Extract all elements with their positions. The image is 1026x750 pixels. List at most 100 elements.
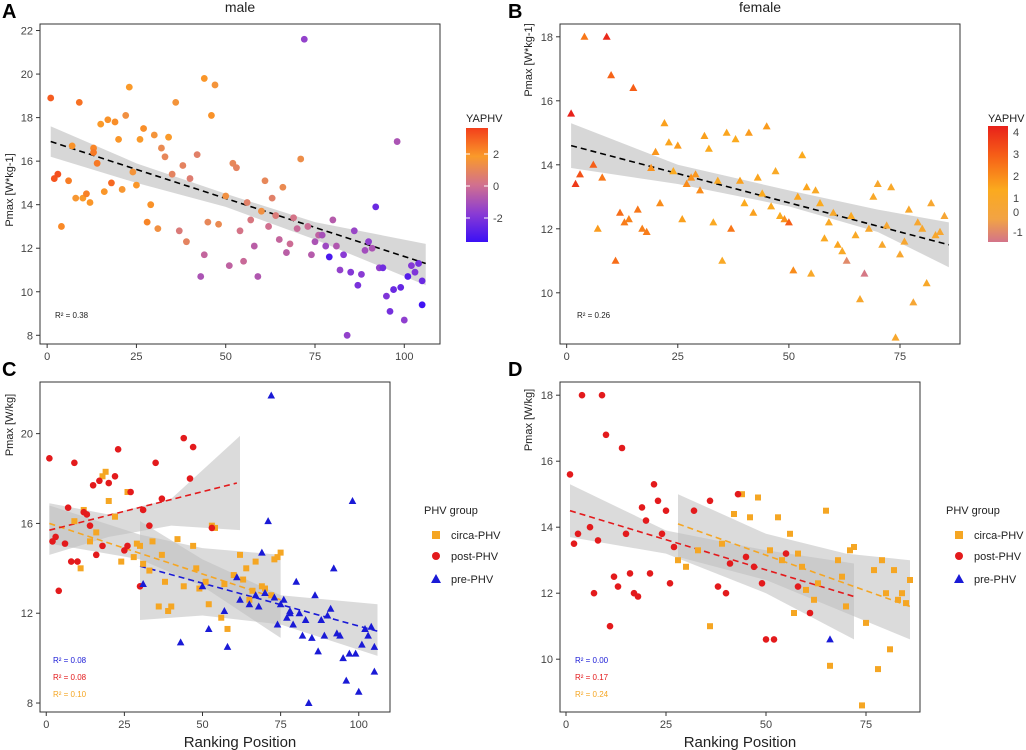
data-point-pre	[258, 548, 266, 556]
legend-key-post	[432, 552, 440, 560]
data-point-circa	[695, 547, 701, 554]
data-point-post	[111, 472, 119, 480]
data-point-post	[666, 580, 674, 587]
panel-b: B female Pmax [W*kg-1] 0 25 50 75 101214161…	[508, 0, 1025, 363]
data-point-post	[734, 490, 742, 498]
data-point	[873, 179, 882, 187]
data-point	[108, 179, 115, 187]
data-point-post	[654, 497, 662, 505]
data-point-post	[64, 504, 72, 512]
data-point-post	[602, 431, 610, 439]
data-point	[300, 35, 308, 43]
data-point	[72, 194, 80, 202]
data-point	[97, 120, 105, 128]
x-tick-label: 0	[43, 719, 49, 731]
legend: PHV group circa-PHV post-PHV pre-PHV	[424, 505, 501, 586]
y-tick-label: 20	[21, 429, 33, 441]
data-point	[598, 173, 607, 181]
data-point	[647, 163, 656, 171]
y-tick-label: 12	[21, 243, 33, 255]
data-point	[824, 218, 833, 226]
data-point-circa	[907, 577, 913, 583]
colorbar-tick: 2	[1013, 171, 1019, 183]
data-point	[736, 176, 744, 184]
data-point-pre	[320, 631, 329, 639]
data-point	[168, 170, 176, 178]
data-point	[789, 266, 798, 274]
colorbar-tick: 1	[1013, 193, 1019, 205]
data-point	[829, 208, 838, 216]
data-point	[197, 273, 205, 280]
data-point-pre	[295, 609, 304, 617]
data-point-circa	[719, 540, 725, 547]
data-point-post	[658, 530, 666, 538]
data-point-post	[127, 488, 134, 496]
data-point-circa	[202, 578, 209, 585]
data-point	[272, 212, 280, 219]
data-point-post	[46, 455, 53, 462]
data-point-pre	[286, 609, 294, 617]
plot-border	[39, 381, 391, 713]
data-point	[250, 242, 258, 250]
data-point-circa	[221, 581, 228, 588]
data-point-post	[578, 391, 586, 399]
colorbar-tick: -1	[1013, 227, 1023, 239]
x-tick-label: 50	[760, 719, 772, 731]
data-point	[887, 183, 896, 191]
data-point	[372, 203, 380, 211]
data-point	[147, 201, 155, 209]
data-point	[158, 144, 165, 152]
data-point	[607, 71, 616, 79]
data-point	[687, 173, 696, 181]
x-tick-label: 25	[660, 719, 672, 731]
data-point-pre	[345, 649, 354, 657]
data-point	[838, 247, 847, 255]
data-point-circa	[243, 565, 250, 572]
r2-label: R² = 0.17	[575, 673, 609, 682]
y-tick-label: 12	[541, 588, 553, 600]
confidence-ribbon	[50, 126, 426, 286]
data-point-circa	[875, 666, 881, 673]
colorbar-tick: 3	[1013, 149, 1019, 161]
data-point-pre	[223, 642, 232, 650]
x-tick-label: 75	[275, 719, 287, 731]
data-point-circa	[112, 513, 118, 520]
data-point	[589, 160, 598, 168]
data-point-circa	[851, 544, 857, 550]
data-point	[304, 223, 312, 230]
data-point	[361, 246, 369, 254]
data-point-circa	[252, 558, 259, 565]
data-point-pre	[370, 642, 379, 650]
data-point-pre	[361, 624, 369, 632]
data-point-circa	[767, 547, 773, 554]
legend-key-circa	[432, 531, 440, 539]
legend-label: post-PHV	[974, 551, 1022, 563]
data-point	[922, 279, 931, 287]
data-point-circa	[739, 491, 745, 498]
data-point	[651, 147, 660, 155]
data-point-pre	[348, 496, 357, 504]
data-point-circa	[747, 514, 753, 521]
data-point	[869, 192, 878, 200]
data-point-pre	[323, 611, 332, 619]
data-point-post	[180, 434, 188, 442]
data-point	[236, 227, 244, 235]
data-point-pre	[301, 615, 310, 623]
data-point-circa	[193, 565, 200, 572]
data-point-circa	[77, 565, 84, 572]
data-point-pre	[273, 620, 282, 628]
data-point-pre	[367, 622, 376, 630]
data-point	[150, 131, 158, 139]
legend: PHV group circa-PHV post-PHV pre-PHV	[946, 505, 1024, 586]
data-point	[727, 224, 736, 232]
data-point	[878, 240, 887, 248]
data-point-circa	[262, 585, 268, 592]
data-point-post	[782, 550, 790, 557]
y-tick-label: 16	[21, 156, 33, 168]
data-point	[115, 135, 122, 143]
data-point	[200, 75, 208, 82]
data-point	[368, 244, 376, 252]
colorbar-gradient	[988, 126, 1008, 242]
data-point	[297, 155, 305, 163]
